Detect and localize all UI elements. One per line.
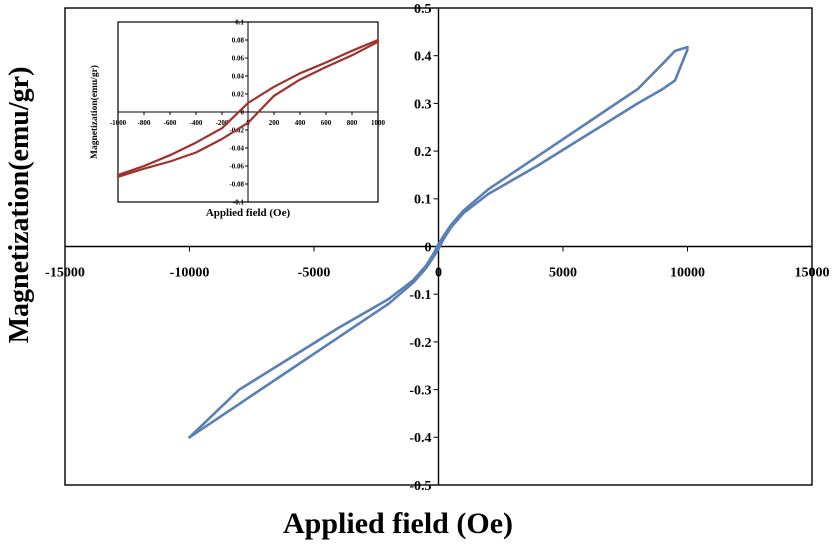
inset-y-tick-label: 0.06 xyxy=(232,54,245,62)
inset-x-tick-label: -800 xyxy=(138,119,151,127)
inset-y-tick-label: 0.02 xyxy=(232,90,245,98)
inset-y-tick-label: 0.04 xyxy=(232,72,245,80)
main-y-axis-label: Magnetization(emu/gr) xyxy=(4,67,35,344)
main-x-tick-label: -10000 xyxy=(170,266,210,281)
inset-y-tick-label: 0 xyxy=(241,108,245,116)
main-y-tick-label: -0.3 xyxy=(409,384,431,399)
inset-y-tick-label: -0.04 xyxy=(229,144,244,152)
main-plot: -15000 -10000 -5000 0 5000 10000 15000-0.5-0.4… xyxy=(45,2,829,494)
main-y-tick-label: -0.1 xyxy=(409,288,431,303)
inset-y-tick-label: -0.1 xyxy=(233,198,245,206)
main-x-tick-label: 5000 xyxy=(549,266,577,281)
inset-y-tick-label: -0.06 xyxy=(229,162,244,170)
main-y-tick-label: 0.1 xyxy=(414,193,432,208)
main-x-tick-label: -5000 xyxy=(298,266,331,281)
main-y-tick-label: 0.2 xyxy=(414,145,432,160)
inset-y-tick-label: -0.08 xyxy=(229,180,244,188)
main-series-descending xyxy=(188,45,689,439)
inset-y-tick-label: 0.1 xyxy=(235,18,244,26)
main-y-tick-label: -0.4 xyxy=(409,431,431,446)
inset-y-axis-label: Magnetization(emu/gr) xyxy=(89,65,100,159)
main-y-tick-label: 0.4 xyxy=(414,50,432,65)
main-x-tick-label: 0 xyxy=(435,266,442,281)
main-series-ascending xyxy=(188,48,689,439)
main-y-tick-label: 0 xyxy=(425,240,432,255)
main-y-tick-label: 0.5 xyxy=(414,2,432,17)
inset-x-axis-label: Applied field (Oe) xyxy=(206,207,291,219)
inset-x-tick-label: 1000 xyxy=(371,119,386,127)
inset-series-upper xyxy=(116,38,380,177)
inset-x-tick-label: -1000 xyxy=(110,119,127,127)
inset-x-tick-label: 800 xyxy=(347,119,358,127)
inset-x-tick-label: -400 xyxy=(190,119,203,127)
inset-x-tick-label: 200 xyxy=(269,119,280,127)
main-x-axis-label: Applied field (Oe) xyxy=(283,507,513,540)
inset-series-lower xyxy=(116,40,380,178)
main-y-tick-label: -0.2 xyxy=(409,336,431,351)
inset-x-tick-label: -200 xyxy=(216,119,229,127)
main-x-tick-label: -15000 xyxy=(45,266,85,281)
inset-plot: -1000 -800 -600 -400 -200 0 200 400 600 800 1000 -0… xyxy=(110,18,386,206)
main-y-tick-label: 0.3 xyxy=(414,97,432,112)
inset-x-tick-label: -600 xyxy=(164,119,177,127)
inset-x-tick-label: 600 xyxy=(321,119,332,127)
main-x-tick-label: 15000 xyxy=(795,266,830,281)
main-y-tick-label: -0.5 xyxy=(409,479,431,494)
main-x-tick-label: 10000 xyxy=(670,266,705,281)
inset-x-tick-label: 400 xyxy=(295,119,306,127)
inset-y-tick-label: 0.08 xyxy=(232,36,245,44)
